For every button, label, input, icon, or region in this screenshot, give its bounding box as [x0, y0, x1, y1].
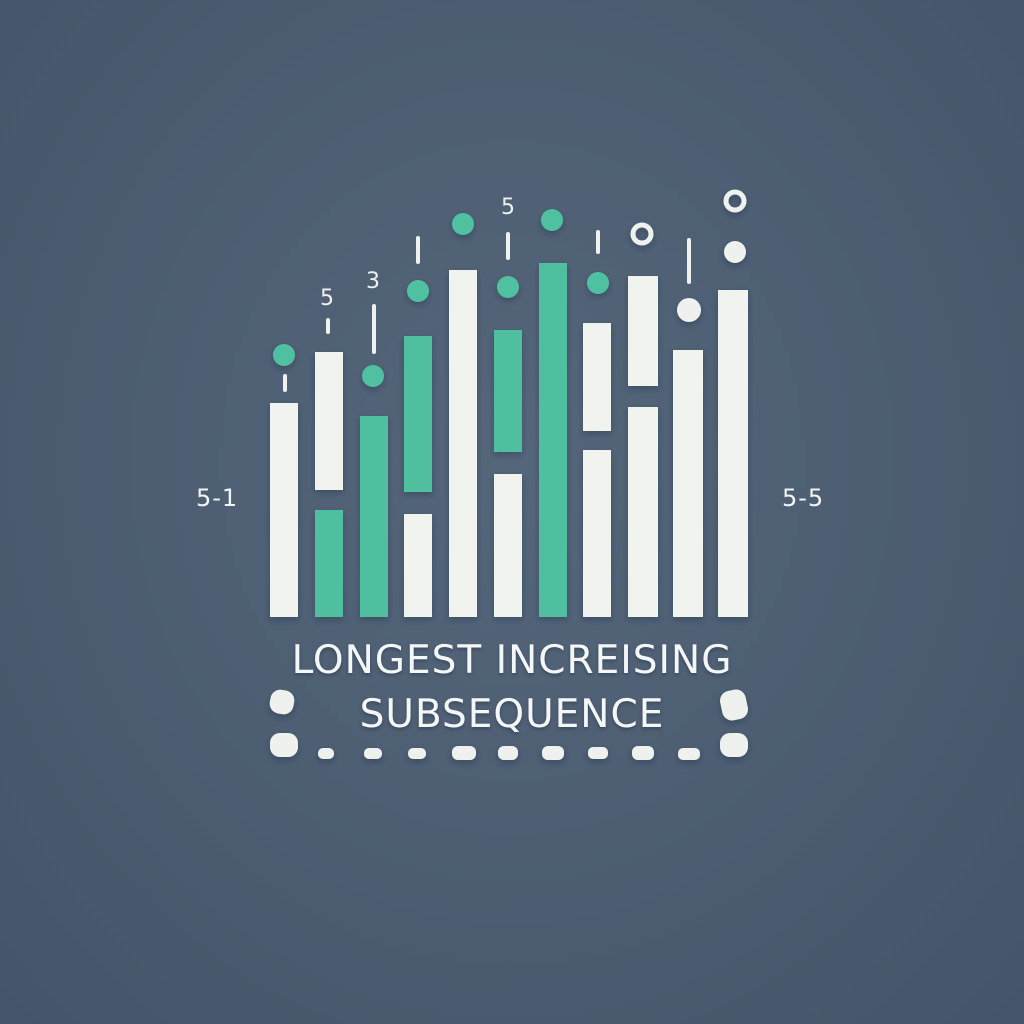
bar-white	[449, 270, 477, 617]
white-dot	[677, 298, 701, 322]
bar-white	[583, 450, 611, 617]
bar-teal	[315, 510, 343, 617]
floating-number: 5	[501, 195, 515, 220]
title-line-1: LONGEST INCREISING	[291, 638, 733, 683]
bar-white	[315, 352, 343, 490]
bar-teal	[360, 416, 388, 617]
bar-white	[628, 276, 658, 386]
bottom-dot	[542, 746, 564, 760]
bar-white	[494, 474, 522, 617]
bottom-dot	[678, 748, 700, 760]
floating-number: 5	[320, 286, 334, 311]
teal-dot	[541, 209, 563, 231]
bottom-dot	[632, 746, 654, 760]
bottom-dot	[452, 746, 476, 760]
bar-white	[583, 323, 611, 431]
floating-number: 3	[366, 269, 380, 294]
teal-dot	[273, 344, 295, 366]
right-range-label: 5-5	[782, 484, 825, 512]
bar-teal	[404, 336, 432, 492]
white-dot	[724, 241, 746, 263]
teal-dot	[497, 276, 519, 298]
bottom-dot	[720, 733, 748, 757]
bottom-dot	[364, 748, 382, 759]
teal-dot	[407, 280, 429, 302]
title-line-2: SUBSEQUENCE	[359, 692, 665, 737]
bottom-dot	[269, 689, 295, 715]
bottom-dot	[588, 747, 608, 759]
bottom-dot	[498, 746, 518, 760]
bar-teal	[494, 330, 522, 452]
bottom-dot	[270, 733, 298, 757]
teal-dot	[587, 272, 609, 294]
bar-white	[628, 407, 658, 617]
bar-white	[270, 403, 298, 617]
ring-dot	[723, 189, 747, 213]
bar-white	[718, 290, 748, 617]
bar-white	[673, 350, 703, 617]
bottom-dot	[408, 748, 426, 759]
bar-white	[404, 514, 432, 617]
ring-dot	[630, 222, 654, 246]
bottom-dot	[318, 748, 334, 759]
bar-teal	[539, 263, 567, 617]
left-range-label: 5-1	[196, 484, 239, 512]
bottom-dot	[720, 689, 748, 721]
teal-dot	[452, 213, 474, 235]
teal-dot	[362, 365, 384, 387]
